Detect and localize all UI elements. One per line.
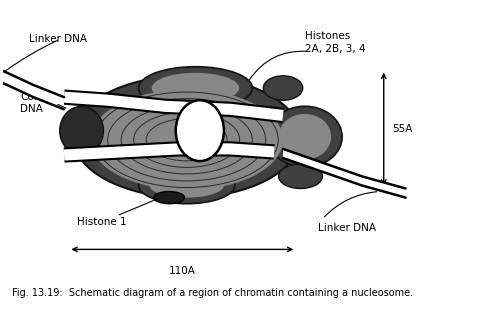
Ellipse shape [139,167,235,204]
Polygon shape [283,149,318,170]
Ellipse shape [90,90,283,190]
Ellipse shape [154,192,184,204]
Text: Fig. 13.19:  Schematic diagram of a region of chromatin containing a nucleosome.: Fig. 13.19: Schematic diagram of a regio… [12,288,413,298]
Ellipse shape [152,73,239,103]
Ellipse shape [279,164,323,188]
Text: 55A: 55A [393,124,413,134]
Text: Linker DNA: Linker DNA [29,34,87,44]
Text: Histones
2A, 2B, 3, 4: Histones 2A, 2B, 3, 4 [305,31,366,54]
Polygon shape [318,161,362,185]
Ellipse shape [73,76,300,197]
Polygon shape [7,73,34,97]
Ellipse shape [264,76,303,100]
Polygon shape [0,64,7,85]
Text: Histone 1: Histone 1 [77,217,127,227]
Ellipse shape [176,100,224,161]
Text: 110A: 110A [169,266,196,276]
Text: Core
DNA: Core DNA [20,92,45,114]
Ellipse shape [268,106,342,167]
Ellipse shape [60,106,104,155]
Ellipse shape [149,173,224,197]
Ellipse shape [279,114,331,160]
Ellipse shape [139,67,252,109]
Polygon shape [362,176,406,197]
Polygon shape [34,85,64,109]
Text: Linker DNA: Linker DNA [318,223,376,233]
